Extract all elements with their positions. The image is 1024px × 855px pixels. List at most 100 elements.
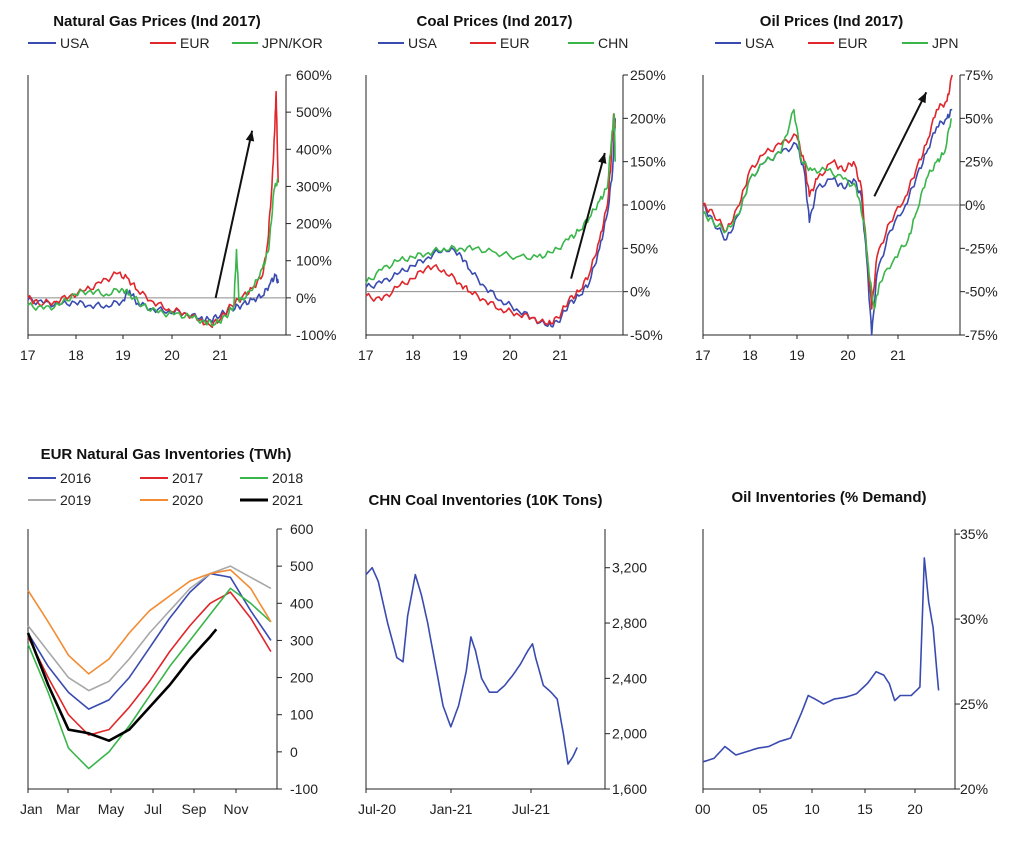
legend-label: 2017: [172, 470, 203, 486]
chart-title: CHN Coal Inventories (10K Tons): [369, 492, 603, 509]
x-tick-label: Sep: [182, 801, 207, 817]
legend-label: 2019: [60, 492, 91, 508]
y-tick-label: 400: [290, 595, 314, 611]
series-line-2019: [27, 565, 272, 692]
y-tick-label: -25%: [965, 240, 998, 256]
legend-label: EUR: [838, 35, 868, 51]
x-tick-label: 17: [20, 347, 36, 363]
series-line-2020: [27, 569, 272, 675]
x-tick-label: 17: [695, 347, 711, 363]
y-tick-label: 150%: [630, 154, 666, 170]
legend-label: USA: [745, 35, 774, 51]
series-line-usa: [365, 118, 616, 328]
legend-label: EUR: [500, 35, 530, 51]
x-tick-label: 18: [742, 347, 758, 363]
x-tick-label: 20: [840, 347, 856, 363]
y-tick-label: 3,200: [612, 560, 647, 576]
legend-label: JPN/KOR: [262, 35, 323, 51]
series-line-2018: [27, 587, 272, 770]
panel-chncoal: CHN Coal Inventories (10K Tons) 3,200 2,80…: [358, 492, 647, 817]
x-tick-label: Jan: [20, 801, 43, 817]
x-tick-label: Mar: [56, 801, 80, 817]
y-tick-label: -100%: [296, 327, 336, 343]
x-tick-label: 21: [212, 347, 228, 363]
x-tick-label: 15: [857, 801, 873, 817]
series-line-jpn: [702, 108, 952, 310]
y-tick-label: 50%: [630, 240, 658, 256]
legend-label: 2016: [60, 470, 91, 486]
series-line-chn: [365, 113, 616, 284]
panel-oilinv: Oil Inventories (% Demand) 35% 30% 25% 20% 00…: [695, 489, 988, 817]
series-line-chn: [365, 566, 578, 765]
chart-title: Coal Prices (Ind 2017): [417, 13, 573, 30]
y-tick-label: 30%: [960, 611, 988, 627]
y-tick-label: 200: [290, 670, 314, 686]
x-tick-label: 17: [358, 347, 374, 363]
series-line-2017: [27, 591, 272, 736]
y-tick-label: 35%: [960, 526, 988, 542]
x-tick-label: 19: [115, 347, 131, 363]
y-tick-label: 2,800: [612, 615, 647, 631]
trend-arrow-head: [598, 153, 607, 164]
y-tick-label: 75%: [965, 67, 993, 83]
chart-title: EUR Natural Gas Inventories (TWh): [41, 446, 292, 463]
series-line-jpn-kor: [27, 178, 279, 327]
y-tick-label: 2,400: [612, 670, 647, 686]
series-line-oil: [702, 557, 940, 763]
x-tick-label: Jul-20: [358, 801, 396, 817]
chart-title: Oil Prices (Ind 2017): [760, 13, 903, 30]
y-tick-label: 200%: [296, 216, 332, 232]
x-tick-label: May: [98, 801, 124, 817]
y-tick-label: 200%: [630, 110, 666, 126]
y-tick-label: 300: [290, 632, 314, 648]
panel-natgas: Natural Gas Prices (Ind 2017) USA EUR JPN/K…: [20, 13, 336, 363]
y-tick-label: 250%: [630, 67, 666, 83]
legend-label: 2020: [172, 492, 203, 508]
y-tick-label: 0%: [296, 290, 316, 306]
x-tick-label: Jan-21: [430, 801, 473, 817]
panel-oil: Oil Prices (Ind 2017) USA EUR JPN 75% 50% 25% 0…: [695, 13, 998, 363]
x-tick-label: 19: [789, 347, 805, 363]
series-line-2016: [27, 572, 272, 710]
y-tick-label: 300%: [296, 178, 332, 194]
y-tick-label: 100: [290, 707, 314, 723]
y-tick-label: 25%: [960, 696, 988, 712]
legend-label: JPN: [932, 35, 958, 51]
series-line-2021: [26, 628, 218, 743]
legend-label: 2021: [272, 492, 303, 508]
trend-arrow: [873, 91, 928, 197]
x-tick-label: 21: [890, 347, 906, 363]
y-tick-label: -75%: [965, 327, 998, 343]
trend-arrow: [570, 152, 606, 279]
series-line-eur: [365, 113, 616, 326]
legend-label: CHN: [598, 35, 628, 51]
series-line-eur: [27, 90, 279, 329]
y-tick-label: 0%: [630, 284, 650, 300]
y-tick-label: 20%: [960, 781, 988, 797]
y-tick-label: 25%: [965, 154, 993, 170]
x-tick-label: Jul: [144, 801, 162, 817]
y-tick-label: -50%: [630, 327, 663, 343]
series-line-eur: [702, 74, 953, 310]
x-tick-label: 05: [752, 801, 768, 817]
x-tick-label: 10: [804, 801, 820, 817]
y-tick-label: 600: [290, 521, 314, 537]
legend-label: USA: [408, 35, 437, 51]
y-tick-label: 500: [290, 558, 314, 574]
panel-eurgas: EUR Natural Gas Inventories (TWh) 2016 201…: [20, 446, 318, 817]
x-tick-label: Nov: [224, 801, 249, 817]
series-line-usa: [702, 108, 953, 336]
y-tick-label: 600%: [296, 67, 332, 83]
trend-arrow-head: [245, 130, 255, 142]
x-tick-label: 18: [405, 347, 421, 363]
y-tick-label: 100%: [630, 197, 666, 213]
legend-label: USA: [60, 35, 89, 51]
y-tick-label: 400%: [296, 141, 332, 157]
x-tick-label: 20: [907, 801, 923, 817]
y-tick-label: 0%: [965, 197, 985, 213]
y-tick-label: 50%: [965, 110, 993, 126]
chart-title: Oil Inventories (% Demand): [731, 489, 926, 506]
